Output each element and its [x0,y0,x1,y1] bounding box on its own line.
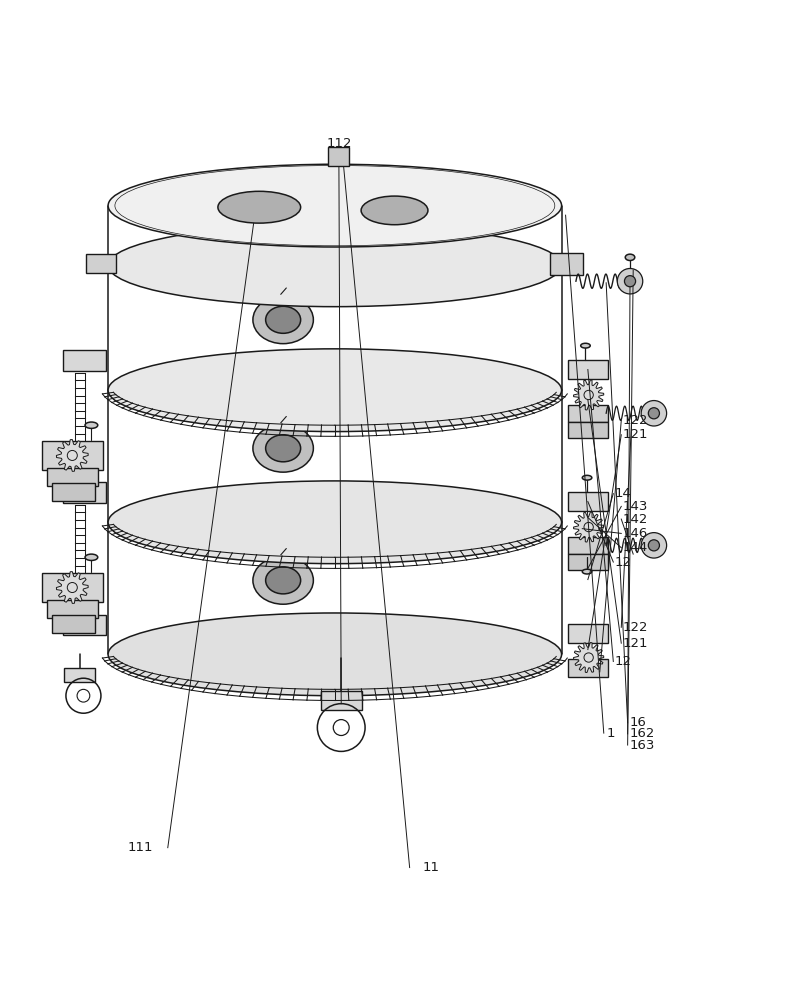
Text: 111: 111 [128,841,153,854]
Ellipse shape [265,435,300,462]
Ellipse shape [265,567,300,594]
Ellipse shape [626,254,634,261]
Bar [63,482,106,503]
Polygon shape [57,440,88,471]
Text: 163: 163 [629,739,654,752]
Text: 1: 1 [607,727,615,740]
Ellipse shape [85,422,98,428]
Bar [568,422,608,438]
Polygon shape [57,572,88,603]
Text: 143: 143 [623,500,648,513]
Ellipse shape [583,569,592,574]
Ellipse shape [648,408,659,419]
Ellipse shape [641,401,666,426]
Text: 121: 121 [623,637,649,650]
Ellipse shape [253,296,313,344]
Text: 144: 144 [623,541,648,554]
Bar [65,668,95,682]
Ellipse shape [265,306,300,333]
Text: 112: 112 [326,137,351,150]
Ellipse shape [253,556,313,604]
Bar [52,483,95,501]
Ellipse shape [583,475,592,480]
Ellipse shape [361,196,428,225]
Text: 12: 12 [615,556,632,569]
Ellipse shape [625,276,635,287]
Ellipse shape [108,164,562,247]
Ellipse shape [108,349,562,432]
Text: 146: 146 [623,527,648,540]
Text: 122: 122 [623,414,649,427]
Ellipse shape [641,533,666,558]
Text: 12: 12 [615,655,632,668]
Text: 122: 122 [623,621,649,634]
Bar [47,600,98,618]
Bar [86,254,116,273]
Ellipse shape [618,268,642,294]
Ellipse shape [108,481,562,564]
Text: 121: 121 [623,428,649,441]
Ellipse shape [108,224,562,307]
Bar [568,537,608,554]
Bar [550,253,583,275]
Bar [42,441,103,470]
Bar [320,691,362,710]
Polygon shape [574,512,604,542]
Bar [52,615,95,633]
Ellipse shape [108,613,562,696]
Bar [568,492,608,511]
Text: 16: 16 [629,716,646,729]
Bar [328,147,349,166]
Ellipse shape [253,424,313,472]
Bar [568,554,608,570]
Ellipse shape [218,191,300,223]
Text: 162: 162 [629,727,654,740]
Text: 142: 142 [623,513,648,526]
Bar [568,405,608,422]
Bar [63,615,106,635]
Polygon shape [574,380,604,410]
Bar [47,468,98,486]
Polygon shape [574,643,604,673]
Bar [568,360,608,379]
Bar [568,624,608,643]
Ellipse shape [648,540,659,551]
Ellipse shape [85,554,98,560]
Text: 14: 14 [615,487,632,500]
Bar [63,350,106,371]
Text: 11: 11 [422,861,439,874]
Ellipse shape [581,343,591,348]
Bar [42,573,103,602]
Bar [568,659,608,677]
